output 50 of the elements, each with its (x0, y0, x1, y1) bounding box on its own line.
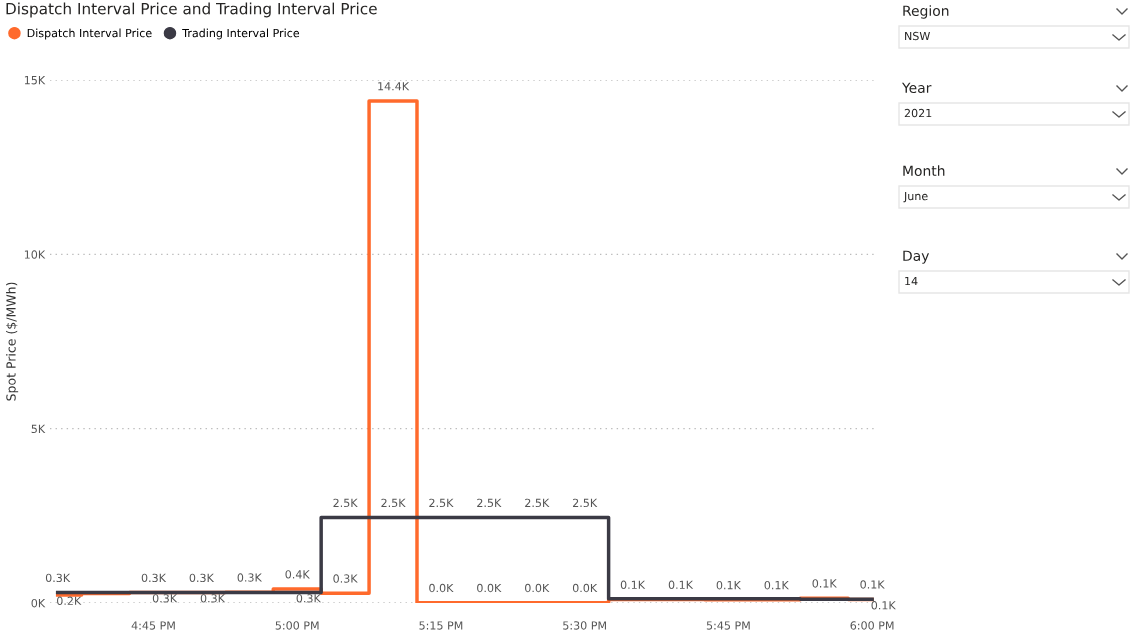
data-label: 0.4K (285, 570, 310, 579)
data-label: 0.3K (200, 594, 226, 603)
data-label: 0.0K (477, 583, 502, 593)
y-tick-label: 5K (31, 424, 46, 434)
text: June (903, 191, 928, 203)
x-tick-label: 4:45 PM (131, 621, 175, 630)
y-tick-label: 10K (24, 250, 46, 259)
y-tick-label: 15K (24, 76, 46, 85)
data-label: 0.0K (572, 583, 598, 593)
data-label: 0.2K (57, 596, 82, 605)
data-label: 0.0K (525, 583, 550, 593)
data-label: 0.3K (237, 573, 263, 582)
data-label: 0.3K (152, 594, 178, 603)
data-label: 0.3K (141, 573, 167, 583)
y-axis-title: Spot Price ($/MWh) (6, 282, 19, 401)
data-label: 0.1K (764, 580, 789, 590)
text: Month (903, 165, 945, 177)
text: Year (901, 82, 932, 94)
text: Day (903, 250, 930, 264)
data-label: 2.5K (525, 498, 550, 508)
data-label: 0.3K (45, 573, 71, 583)
x-tick-label: 5:00 PM (275, 621, 319, 630)
x-tick-label: 5:30 PM (563, 621, 606, 630)
chart-title: Dispatch Interval Price and Trading Interval Price (6, 2, 377, 18)
data-label: 2.5K (573, 498, 598, 508)
legend-label: Trading Interval Price (182, 28, 300, 40)
data-label: 0.1K (871, 601, 896, 610)
y-tick-label: 0K (31, 598, 46, 608)
data-label: 0.1K (668, 580, 694, 590)
data-label: 14.4K (378, 82, 410, 91)
x-tick-label: 6:00 PM (850, 621, 894, 630)
data-label: 0.3K (296, 594, 322, 603)
data-label: 2.5K (381, 498, 406, 508)
data-label: 0.1K (860, 580, 885, 589)
text: NSW (905, 31, 930, 41)
data-label: 0.1K (620, 580, 646, 590)
data-label: 0.1K (716, 580, 742, 590)
x-tick-label: 5:15 PM (419, 621, 463, 630)
data-label: 0.3K (189, 573, 215, 583)
data-label: 2.5K (333, 498, 358, 508)
x-tick-label: 5:45 PM (706, 621, 750, 630)
text: 2021 (904, 108, 932, 118)
data-label: 2.5K (477, 498, 502, 508)
legend-label: Dispatch Interval Price (27, 28, 152, 40)
data-label: 0.3K (333, 574, 358, 583)
text: 14 (905, 276, 918, 286)
text: Region (903, 5, 949, 19)
data-label: 2.5K (429, 498, 454, 508)
data-label: 0.1K (812, 579, 837, 588)
data-label: 0.0K (429, 583, 454, 593)
